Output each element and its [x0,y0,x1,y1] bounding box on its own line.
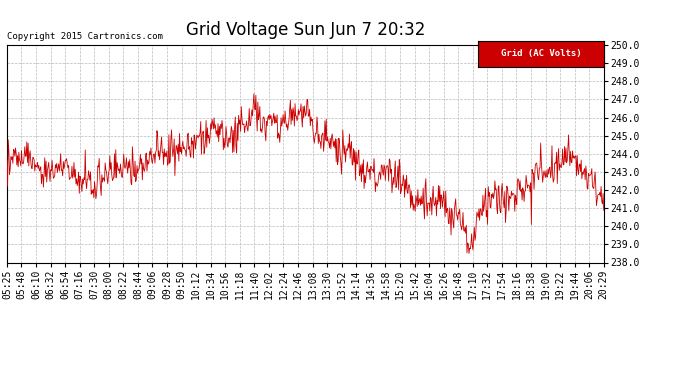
Title: Grid Voltage Sun Jun 7 20:32: Grid Voltage Sun Jun 7 20:32 [186,21,425,39]
Text: Copyright 2015 Cartronics.com: Copyright 2015 Cartronics.com [7,32,163,40]
